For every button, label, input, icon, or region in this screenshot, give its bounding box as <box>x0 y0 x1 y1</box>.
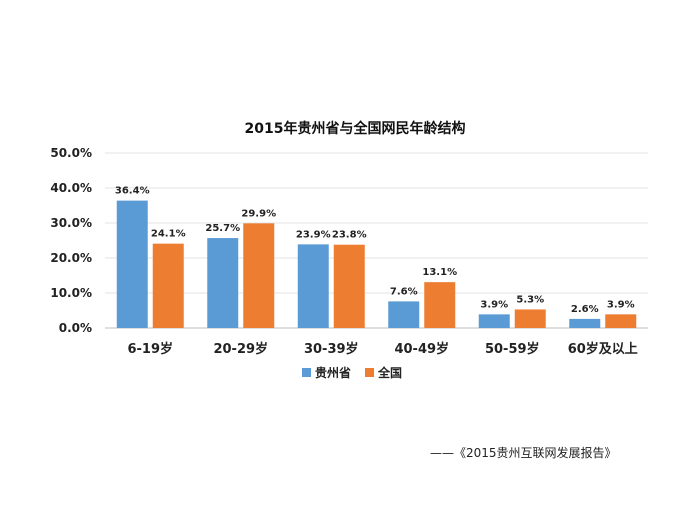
bars <box>116 200 637 328</box>
bar-guizhou <box>569 318 601 328</box>
data-label: 5.3% <box>516 294 544 305</box>
legend-label: 全国 <box>377 365 402 380</box>
bar-guizhou <box>116 200 148 328</box>
data-label: 24.1% <box>151 229 186 240</box>
bar-guizhou <box>478 314 510 328</box>
data-label: 25.7% <box>205 223 240 234</box>
x-tick-label: 6-19岁 <box>127 341 173 357</box>
legend-swatch <box>365 368 374 377</box>
bar-national <box>605 314 637 328</box>
legend-label: 贵州省 <box>315 365 351 380</box>
x-tick-label: 30-39岁 <box>304 341 359 357</box>
bar-guizhou <box>207 238 239 328</box>
y-tick-label: 40.0% <box>50 181 92 195</box>
y-tick-label: 50.0% <box>50 146 92 160</box>
bar-national <box>152 243 184 328</box>
data-label: 13.1% <box>422 267 457 278</box>
bar-national <box>243 223 275 328</box>
y-tick-label: 10.0% <box>50 286 92 300</box>
gridlines <box>105 152 648 329</box>
data-label: 29.9% <box>241 208 276 219</box>
x-axis-tick-labels: 6-19岁 20-29岁 30-39岁 40-49岁 50-59岁 60岁及以上 <box>127 341 637 357</box>
x-tick-label: 40-49岁 <box>394 341 449 357</box>
y-tick-label: 20.0% <box>50 251 92 265</box>
bar-national <box>333 244 365 328</box>
data-label: 36.4% <box>115 186 150 197</box>
y-axis-tick-labels: 0.0% 10.0% 20.0% 30.0% 40.0% 50.0% <box>50 146 92 335</box>
x-tick-label: 60岁及以上 <box>568 341 638 357</box>
source-note: ——《2015贵州互联网发展报告》 <box>430 446 617 460</box>
bar-national <box>514 309 546 328</box>
legend-item-guizhou: 贵州省 <box>302 365 351 380</box>
data-label: 3.9% <box>607 299 635 310</box>
x-tick-label: 20-29岁 <box>213 341 268 357</box>
legend-swatch <box>302 368 311 377</box>
data-label: 23.8% <box>332 230 367 241</box>
data-label: 3.9% <box>480 299 508 310</box>
x-tick-label: 50-59岁 <box>485 341 540 357</box>
legend-item-national: 全国 <box>365 365 402 380</box>
y-tick-label: 0.0% <box>59 321 92 335</box>
bar-guizhou <box>297 244 329 328</box>
data-label: 7.6% <box>390 286 418 297</box>
data-label: 2.6% <box>571 304 599 315</box>
legend: 贵州省 全国 <box>302 365 402 380</box>
bar-guizhou <box>388 301 420 328</box>
data-labels: 36.4% 24.1% 25.7%29.9% 23.9% 23.8% 7.6% 13.1% 3… <box>115 186 635 315</box>
y-tick-label: 30.0% <box>50 216 92 230</box>
bar-national <box>424 282 456 328</box>
data-label: 23.9% <box>296 229 331 240</box>
chart-title: 2015年贵州省与全国网民年龄结构 <box>245 120 466 137</box>
